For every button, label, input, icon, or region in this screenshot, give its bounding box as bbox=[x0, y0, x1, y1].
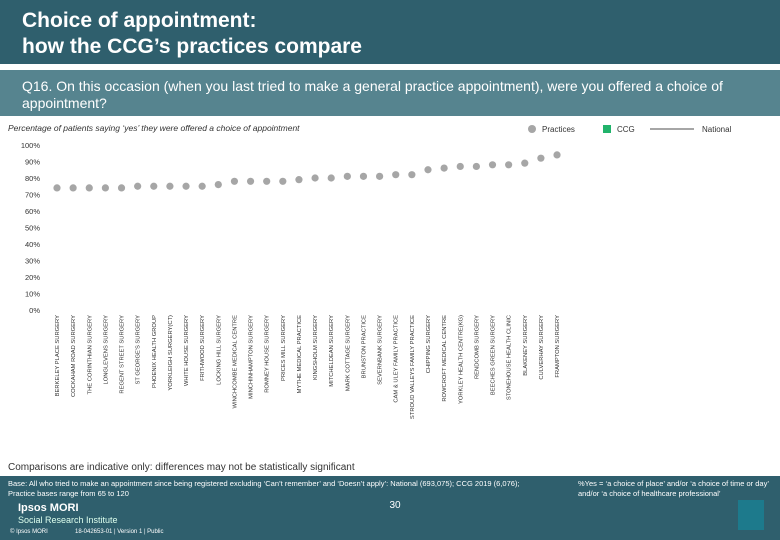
x-tick-label: BLAKENEY SURGERY bbox=[523, 315, 529, 376]
x-tick-label: REGENT STREET SURGERY bbox=[120, 315, 126, 394]
point bbox=[150, 182, 158, 190]
x-tick-label: BEECHES GREEN SURGERY bbox=[491, 315, 497, 395]
subtitle: Percentage of patients saying ‘yes’ they… bbox=[8, 123, 300, 133]
point bbox=[214, 181, 222, 189]
point bbox=[166, 182, 174, 190]
point bbox=[69, 184, 77, 192]
x-tick-label: KINGSHOLM SURGERY bbox=[313, 315, 319, 380]
point bbox=[327, 174, 335, 182]
point bbox=[408, 171, 416, 179]
y-tick-label: 40% bbox=[25, 240, 40, 249]
point bbox=[279, 177, 287, 185]
x-tick-label: YORKLEY HEALTH CENTRE(KG) bbox=[458, 315, 464, 404]
point bbox=[392, 171, 400, 179]
point bbox=[440, 164, 448, 172]
x-tick-label: MYTHE MEDICAL PRACTICE bbox=[297, 315, 303, 394]
brand: Ipsos MORI bbox=[18, 502, 79, 514]
y-tick-label: 100% bbox=[21, 141, 41, 150]
y-tick-label: 70% bbox=[25, 191, 40, 200]
x-tick-label: COCKAHAM ROAD SURGERY bbox=[71, 315, 77, 397]
x-tick-label: YORKLEIGH SURGERY(CT) bbox=[168, 315, 174, 391]
chart: Percentage of patients saying ‘yes’ they… bbox=[8, 123, 732, 419]
y-tick-label: 60% bbox=[25, 207, 40, 216]
point bbox=[311, 174, 319, 182]
legend-marker bbox=[603, 125, 611, 133]
x-tick-label: SEVERNBANK SURGERY bbox=[378, 315, 384, 385]
page-number: 30 bbox=[389, 500, 401, 511]
point bbox=[537, 154, 545, 162]
copyright: © Ipsos MORI bbox=[10, 529, 48, 535]
legend-label: National bbox=[702, 125, 732, 134]
legend-label: Practices bbox=[542, 125, 575, 134]
y-tick-label: 50% bbox=[25, 224, 40, 233]
point bbox=[488, 161, 497, 169]
point bbox=[472, 162, 480, 171]
point bbox=[182, 182, 190, 190]
x-tick-label: ST GEORGE'S SURGERY bbox=[136, 315, 142, 385]
x-tick-label: MARK COTTAGE SURGERY bbox=[345, 315, 351, 391]
x-tick-label: BERKELEY PLACE SURGERY bbox=[55, 315, 61, 396]
point bbox=[53, 184, 61, 192]
point bbox=[376, 172, 384, 180]
y-tick-label: 80% bbox=[25, 174, 40, 183]
point bbox=[85, 184, 93, 192]
x-tick-label: MINCHINHAMPTON SURGERY bbox=[249, 315, 255, 399]
point bbox=[101, 184, 109, 192]
x-tick-label: BRUNSTON PRACTICE bbox=[361, 315, 367, 378]
x-tick-label: RENDCOMB SURGERY bbox=[474, 315, 480, 379]
point bbox=[424, 166, 432, 174]
note: Comparisons are indicative only: differe… bbox=[8, 462, 355, 473]
point bbox=[343, 172, 351, 180]
point bbox=[134, 182, 142, 190]
legend-label: CCG bbox=[617, 125, 635, 134]
y-tick-label: 10% bbox=[25, 290, 40, 299]
point bbox=[456, 162, 464, 171]
point bbox=[553, 151, 561, 159]
x-tick-label: ROMNEY HOUSE SURGERY bbox=[265, 315, 271, 393]
point bbox=[263, 177, 271, 185]
job: 18-042653-01 | Version 1 | Public bbox=[75, 529, 164, 535]
point bbox=[117, 184, 126, 192]
x-tick-label: THE CORINTHIAN SURGERY bbox=[87, 315, 93, 395]
y-tick-label: 30% bbox=[25, 257, 40, 266]
y-tick-label: 0% bbox=[29, 306, 40, 315]
point bbox=[359, 172, 368, 180]
x-tick-label: CULVERHAY SURGERY bbox=[539, 315, 545, 380]
institute: Social Research Institute bbox=[18, 515, 118, 525]
point bbox=[246, 177, 255, 185]
x-tick-label: ROWCROFT MEDICAL CENTRE bbox=[442, 315, 448, 402]
x-tick-label: CAM & ULEY FAMILY PRACTICE bbox=[394, 315, 400, 403]
x-tick-label: CHIPPING SURGERY bbox=[426, 315, 432, 373]
base: Base: All who tried to make an appointme… bbox=[8, 479, 520, 498]
legend-marker bbox=[528, 125, 536, 133]
y-tick-label: 90% bbox=[25, 158, 40, 167]
x-tick-label: WHITE HOUSE SURGERY bbox=[184, 315, 190, 386]
footer-bar bbox=[0, 476, 780, 540]
x-tick-label: WINCHCOMBE MEDICAL CENTRE bbox=[232, 315, 238, 409]
point bbox=[230, 177, 239, 185]
x-tick-label: STONEHOUSE HEALTH CLINIC bbox=[507, 315, 513, 400]
x-tick-label: PRICES MILL SURGERY bbox=[281, 315, 287, 381]
question-bar bbox=[0, 70, 780, 116]
definition: %Yes = ‘a choice of place’ and/or ‘a cho… bbox=[578, 479, 769, 498]
x-tick-label: LOCKING HILL SURGERY bbox=[216, 315, 222, 385]
x-tick-label: STROUD VALLEYS FAMILY PRACTICE bbox=[410, 315, 416, 419]
x-tick-label: MITCHELDEAN SURGERY bbox=[329, 315, 335, 387]
x-tick-label: LONGLEVENS SURGERY bbox=[103, 315, 109, 385]
y-tick-label: 20% bbox=[25, 273, 40, 282]
question: Q16. On this occasion (when you last tri… bbox=[22, 78, 723, 111]
point bbox=[505, 161, 513, 169]
logo bbox=[738, 500, 764, 530]
x-tick-label: FRAMPTON SURGERY bbox=[555, 315, 561, 378]
point bbox=[521, 159, 529, 167]
title: Choice of appointment: how the CCG’s pra… bbox=[22, 9, 362, 58]
x-tick-label: PHOENIX HEALTH GROUP bbox=[152, 315, 158, 388]
title-bar bbox=[0, 0, 780, 64]
x-tick-label: FRITHWOOD SURGERY bbox=[200, 315, 206, 381]
point bbox=[295, 176, 303, 184]
point bbox=[198, 182, 206, 190]
